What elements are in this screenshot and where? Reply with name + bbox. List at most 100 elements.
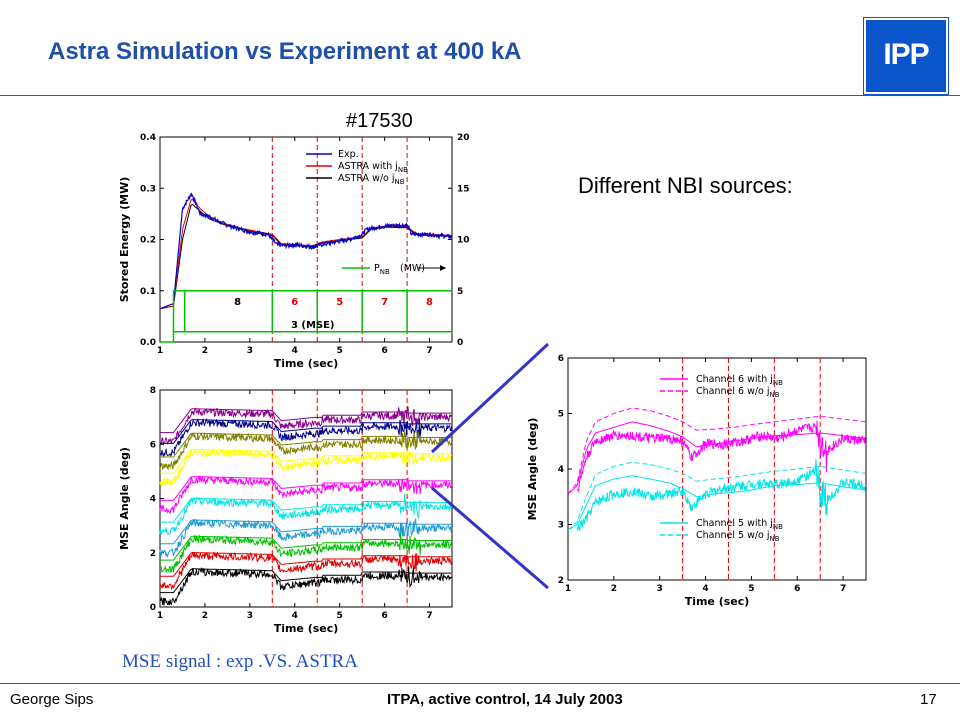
x-tick-label: 7: [840, 584, 846, 594]
x-tick-label: 5: [337, 611, 343, 621]
y-tick-label: 8: [150, 386, 156, 396]
x-axis-label: Time (sec): [274, 622, 339, 635]
x-tick-label: 3: [657, 584, 663, 594]
y-tick-label: 6: [150, 440, 156, 450]
y-tick-label: 3: [558, 521, 564, 531]
y-tick-label: 2: [150, 549, 156, 559]
y-axis-label: MSE Angle (deg): [526, 418, 539, 521]
y-tick-label: 4: [150, 495, 156, 505]
nbi-mse-label: 3 (MSE): [291, 320, 335, 331]
exp-channel-line: [159, 431, 453, 471]
y-tick-label: 4: [558, 465, 564, 475]
y-tick-label: 6: [558, 354, 564, 364]
x-tick-label: 1: [565, 584, 571, 594]
y2-tick-label: 15: [457, 184, 470, 194]
nbi-source-label: 6: [291, 297, 298, 308]
exp-channel-line: [159, 494, 453, 536]
zoom-connector-top: [430, 342, 550, 454]
model-channel-line: [567, 461, 866, 531]
x-tick-label: 3: [247, 346, 253, 356]
shot-number: #17530: [346, 110, 413, 132]
ipp-logo: IPP: [863, 17, 949, 95]
y-tick-label: 0.4: [140, 133, 156, 143]
x-tick-label: 5: [748, 584, 754, 594]
legend-entry: Channel 6 w/o jNB: [696, 386, 780, 399]
y-tick-label: 0: [150, 603, 156, 613]
zoom-connector-bottom: [431, 486, 549, 590]
y-tick-label: 0.3: [140, 184, 156, 194]
exp-channel-line: [159, 448, 453, 488]
model-channel-line: [567, 421, 866, 495]
pnb-legend-label: PNB: [374, 263, 390, 276]
page-title: Astra Simulation vs Experiment at 400 kA: [48, 38, 522, 65]
mse-all-channels-chart: 1 2 3 4 5 6 7 0 2 4 6 8 Time (sec) MSE Angle (deg): [118, 386, 453, 635]
footer-author: George Sips: [10, 691, 94, 708]
model-channel-line: [567, 475, 866, 531]
stored-energy-chart: 1 2 3 4 5 6 7 0.0 0.1 0.2 0.3 0.4 0 5 10 15 20 Time (sec)…: [118, 133, 470, 370]
x-axis-label: Time (sec): [274, 357, 339, 370]
exp-channel-line: [159, 532, 453, 574]
nbi-source-label: 8: [234, 297, 241, 308]
model-channel-line: [160, 419, 452, 444]
y-tick-label: 0.2: [140, 236, 156, 246]
nbi-source-label: 7: [381, 297, 388, 308]
legend-entry: Channel 6 with jNB: [696, 374, 783, 387]
y-tick-label: 0.0: [140, 338, 156, 348]
y-tick-label: 2: [558, 576, 564, 586]
x-tick-label: 6: [381, 346, 387, 356]
exp-channel-line: [159, 475, 453, 515]
legend-entry: Channel 5 w/o jNB: [696, 530, 780, 543]
nbi-source-label: 8: [426, 297, 433, 308]
footer-event: ITPA, active control, 14 July 2003: [387, 691, 623, 708]
nbi-sources-heading: Different NBI sources:: [578, 173, 793, 198]
y2-tick-label: 20: [457, 133, 470, 143]
x-tick-label: 6: [381, 611, 387, 621]
y-tick-label: 5: [558, 410, 564, 420]
exp-channel-line: [576, 420, 867, 493]
x-tick-label: 4: [292, 611, 298, 621]
exp-channel-line: [576, 458, 867, 531]
exp-channel-line: [159, 518, 453, 558]
x-tick-label: 4: [292, 346, 298, 356]
series-line: [159, 192, 453, 310]
pnb-step-mse: [160, 331, 452, 343]
x-tick-label: 1: [157, 611, 163, 621]
legend-entry: Exp.: [338, 149, 359, 160]
pnb-legend-unit: (MW): [400, 263, 425, 274]
x-axis-label: Time (sec): [685, 595, 750, 608]
model-channel-line: [160, 552, 452, 577]
y-tick-label: 0.1: [140, 287, 156, 297]
legend-entry: Channel 5 with jNB: [696, 518, 783, 531]
x-tick-label: 4: [702, 584, 708, 594]
x-tick-label: 7: [426, 611, 432, 621]
x-tick-label: 5: [337, 346, 343, 356]
header-divider: [0, 95, 960, 96]
exp-channel-line: [159, 551, 453, 591]
y-axis-label: MSE Angle (deg): [118, 447, 131, 550]
mse-caption: MSE signal : exp .VS. ASTRA: [122, 651, 358, 672]
legend-entry: ASTRA with jNB: [338, 161, 408, 174]
plot-frame: [159, 136, 453, 343]
pnb-step-main: [172, 290, 452, 332]
y2-tick-label: 10: [457, 236, 470, 246]
exp-channel-line: [159, 566, 453, 606]
pnb-arrow-head: [440, 265, 446, 271]
x-tick-label: 6: [794, 584, 800, 594]
nbi-source-label: 5: [336, 297, 343, 308]
exp-channel-line: [159, 406, 453, 446]
x-tick-label: 2: [202, 611, 208, 621]
x-tick-label: 2: [202, 346, 208, 356]
y2-tick-label: 5: [457, 287, 463, 297]
x-tick-label: 2: [611, 584, 617, 594]
x-tick-label: 1: [157, 346, 163, 356]
model-channel-line: [567, 407, 866, 495]
x-tick-label: 7: [426, 346, 432, 356]
exp-channel-line: [159, 417, 453, 458]
model-channel-line: [160, 497, 452, 523]
model-channel-line: [160, 448, 452, 474]
logo-text: IPP: [883, 38, 929, 71]
y-axis-label: Stored Energy (MW): [118, 177, 131, 303]
x-tick-label: 3: [247, 611, 253, 621]
